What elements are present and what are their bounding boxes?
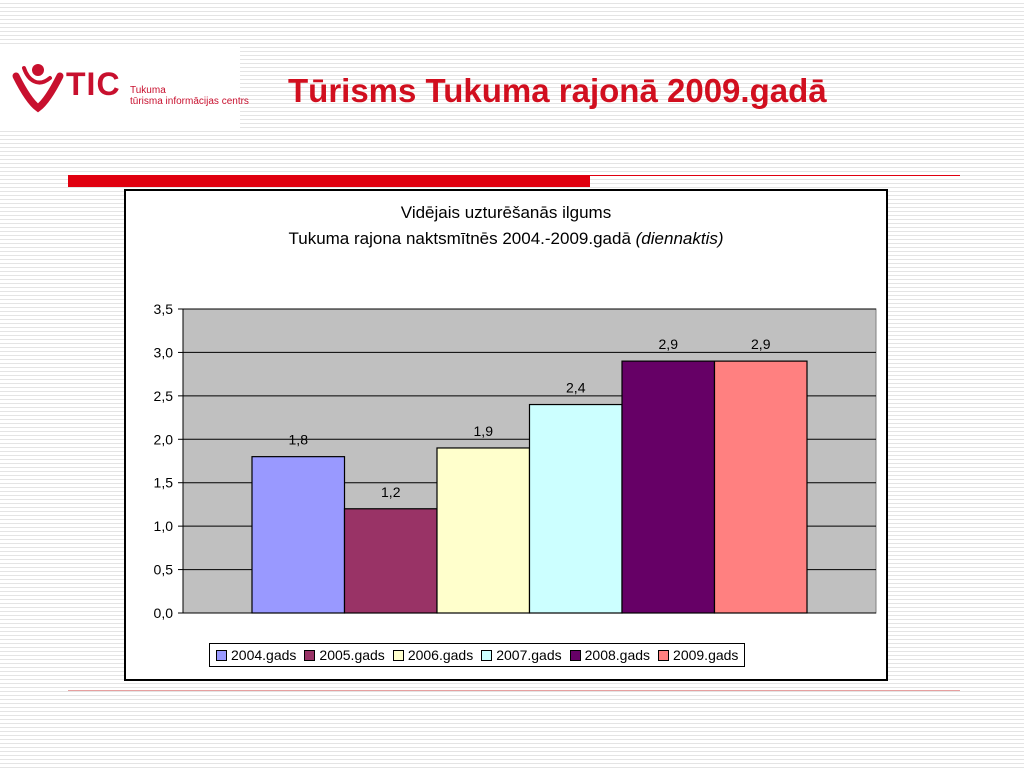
legend-label: 2009.gads [673,647,739,663]
y-tick-label: 3,5 [154,301,174,317]
legend-label: 2004.gads [231,647,297,663]
chart-unit: (diennaktis) [635,229,724,248]
legend-item: 2005.gads [304,647,385,663]
chart-plot: 0,0 0,5 1,0 1,5 2,0 2,5 3,0 3,5 1,8 1,2 1,9 2,4 2,9 2… [154,301,877,621]
bar-2007.gads [528,403,623,614]
data-label: 1,2 [381,484,401,500]
data-label: 2,4 [566,380,586,396]
data-label: 1,8 [289,432,309,448]
tic-logo-icon [12,64,64,113]
legend-item: 2009.gads [658,647,738,663]
legend-swatch [304,649,316,661]
legend-label: 2005.gads [319,647,385,663]
legend-swatch [481,649,493,661]
y-tick-label: 2,0 [154,431,174,447]
legend-label: 2006.gads [407,647,474,663]
data-label: 2,9 [751,336,771,352]
logo-brand: TIC [66,66,121,102]
data-label: 1,9 [474,423,494,439]
chart-title-line2: Tukuma rajona naktsmītnēs 2004.-2009.gad… [126,229,886,249]
accent-rule [68,175,590,187]
chart-legend: 2004.gads 2005.gads 2006.gads 2007.gads 2008… [209,643,746,667]
page-title: Tūrisms Tukuma rajonā 2009.gadā [288,72,827,109]
y-tick-label: 0,0 [154,605,174,621]
y-tick-label: 3,0 [154,344,174,360]
bar-2006.gads [436,447,531,614]
legend-label: 2007.gads [496,647,562,663]
logo-line1: Tukuma [130,85,166,96]
logo: TIC Tukuma tūrisma informācijas centrs [0,44,249,128]
legend-item: 2007.gads [481,647,562,663]
legend-item: 2006.gads [392,647,474,663]
legend-swatch [658,649,670,661]
legend-swatch [569,649,581,661]
y-tick-label: 2,5 [154,388,174,404]
bar-2009.gads [713,360,808,614]
legend-swatch [216,649,227,661]
chart-title-line1: Vidējais uzturēšanās ilgums [400,203,612,222]
accent-rule-thin [590,175,960,176]
bar-2005.gads [343,508,438,614]
legend-swatch [392,649,404,661]
chart-subtitle: Tukuma rajona naktsmītnēs 2004.-2009.gad… [288,229,631,248]
y-tick-label: 1,0 [154,518,174,534]
legend-label: 2008.gads [584,647,651,663]
y-tick-label: 1,5 [154,475,174,491]
footer-rule [68,690,960,691]
legend-item: 2008.gads [569,647,651,663]
data-label: 2,9 [659,336,679,352]
bar-2004.gads [251,456,346,614]
logo-line2: tūrisma informācijas centrs [130,96,249,107]
bar-2008.gads [621,360,716,614]
y-tick-label: 0,5 [154,562,174,578]
legend-item: 2004.gads [216,647,296,663]
chart: Vidējais uzturēšanās ilgums Tukuma rajon… [124,189,888,681]
